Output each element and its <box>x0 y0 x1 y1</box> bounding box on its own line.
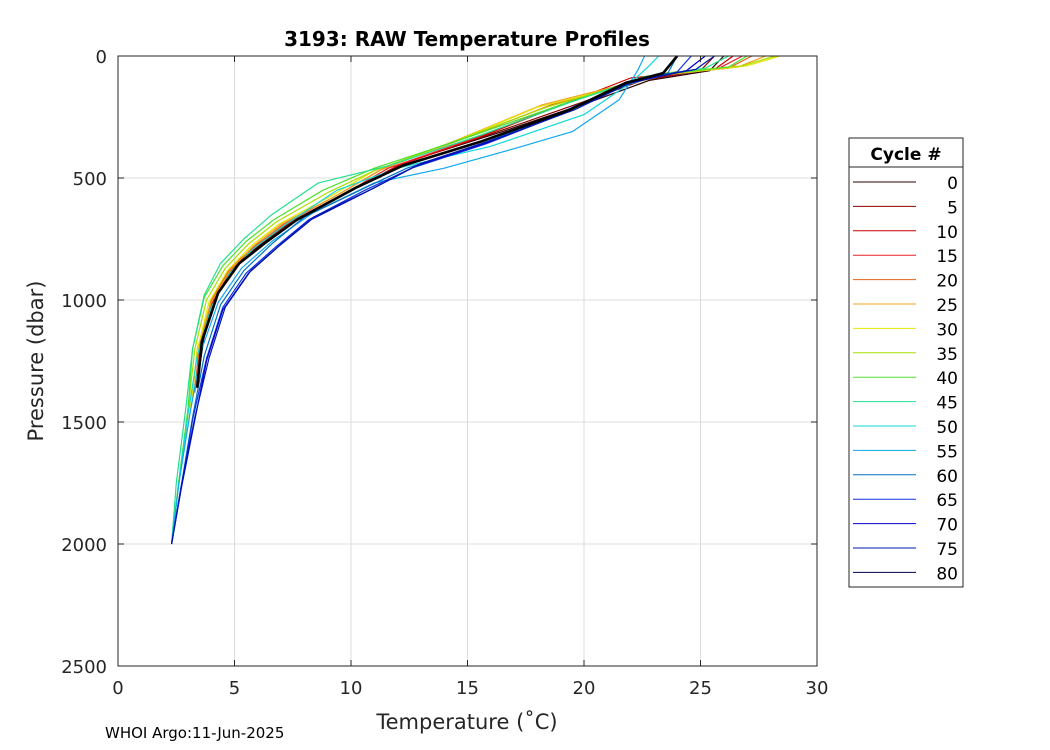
x-tick-label: 20 <box>573 678 596 699</box>
x-tick-label: 30 <box>806 678 829 699</box>
legend-title: Cycle # <box>870 145 941 165</box>
x-tick-label: 25 <box>689 678 712 699</box>
legend-label: 60 <box>936 467 958 487</box>
y-tick-label: 2000 <box>61 535 107 556</box>
legend-label: 55 <box>936 442 958 462</box>
legend-label: 20 <box>936 272 958 292</box>
legend-label: 50 <box>936 418 958 438</box>
y-tick-label: 500 <box>73 169 107 190</box>
y-axis-label: Pressure (dbar) <box>24 281 48 442</box>
profile-line <box>171 55 715 545</box>
y-tick-label: 1500 <box>61 413 107 434</box>
grid-lines <box>118 56 817 666</box>
legend-box <box>848 137 964 588</box>
y-tick-label: 1000 <box>61 291 107 312</box>
x-tick-label: 5 <box>229 678 240 699</box>
legend-label: 75 <box>936 540 958 560</box>
legend-label: 70 <box>936 516 958 536</box>
profile-line <box>171 55 660 545</box>
legend-label: 10 <box>936 223 958 243</box>
legend-label: 5 <box>947 198 958 218</box>
y-tick-label: 0 <box>96 47 107 68</box>
chart-title: 3193: RAW Temperature Profiles <box>284 27 650 51</box>
legend-label: 40 <box>936 369 958 389</box>
x-tick-label: 15 <box>456 678 479 699</box>
legend-entries: 0 5 10 15 20 25 30 35 40 45 50 55 60 65 70 75 80 <box>853 174 958 584</box>
y-tick-label: 2500 <box>61 657 107 678</box>
legend-label: 0 <box>947 174 958 194</box>
legend-label: 45 <box>936 394 958 414</box>
x-axis-label: Temperature (˚C) <box>375 710 557 734</box>
y-axis-ticks: 0 500 1000 1500 2000 2500 <box>61 47 817 678</box>
footer-credit: WHOI Argo:11-Jun-2025 <box>105 724 285 742</box>
legend-label: 25 <box>936 296 958 316</box>
profile-series <box>171 55 780 545</box>
x-axis-ticks: 0 5 10 15 20 25 30 <box>112 56 828 699</box>
latest-profile-line <box>195 55 679 388</box>
legend-label: 65 <box>936 491 958 511</box>
legend-label: 30 <box>936 320 958 340</box>
x-tick-label: 10 <box>340 678 363 699</box>
legend-label: 80 <box>936 564 958 584</box>
legend-label: 35 <box>936 345 958 365</box>
legend-label: 15 <box>936 247 958 267</box>
x-tick-label: 0 <box>112 678 123 699</box>
legend: Cycle # 0 5 10 15 20 25 30 35 40 45 50 55 60 65 70 75 80 <box>848 137 964 588</box>
